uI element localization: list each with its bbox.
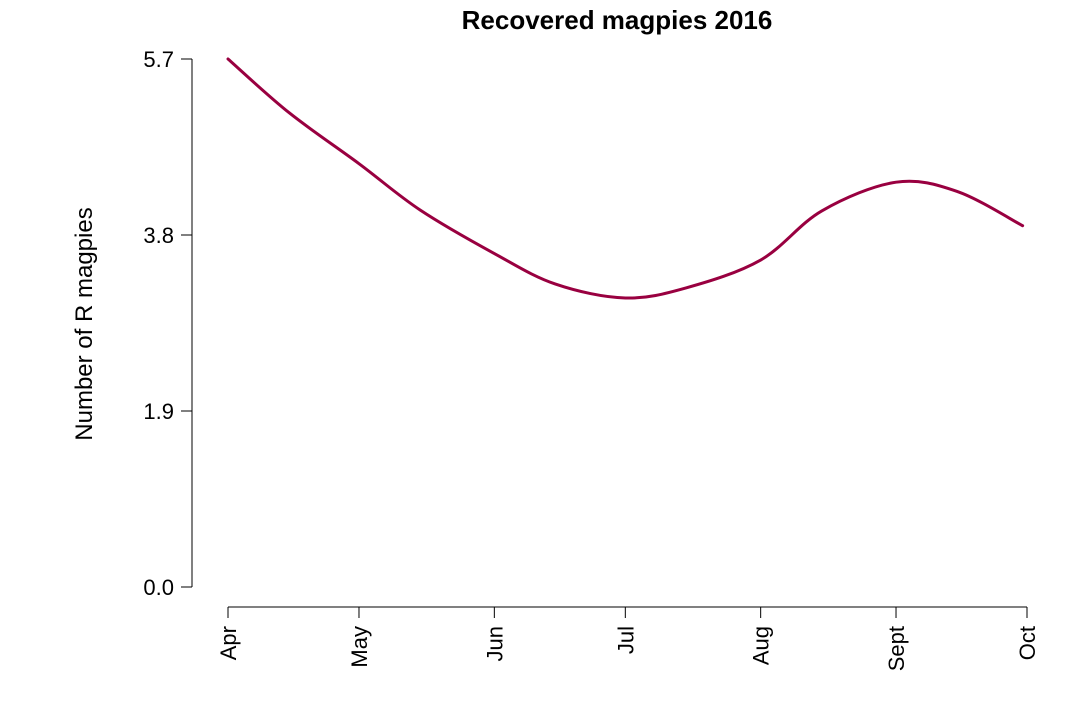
x-tick-label: Aug [749,626,774,665]
x-tick-label: May [347,626,372,668]
series-line [226,57,1025,300]
series-layer [226,57,1025,300]
y-tick-label: 5.7 [143,47,174,72]
x-tick-label: Oct [1015,626,1040,660]
x-tick-label: Jun [482,626,507,661]
chart-title: Recovered magpies 2016 [462,5,773,35]
x-tick-label: Sept [884,626,909,671]
x-axis: Apr May Jun Jul Aug Sept Oct [216,606,1040,671]
y-tick-label: 3.8 [143,223,174,248]
y-axis: 0.0 1.9 3.8 5.7 [143,47,193,600]
y-tick-label: 0.0 [143,575,174,600]
y-axis-title: Number of R magpies [71,207,98,440]
x-tick-label: Apr [216,626,241,660]
x-tick-label: Jul [613,626,638,654]
y-tick-label: 1.9 [143,399,174,424]
